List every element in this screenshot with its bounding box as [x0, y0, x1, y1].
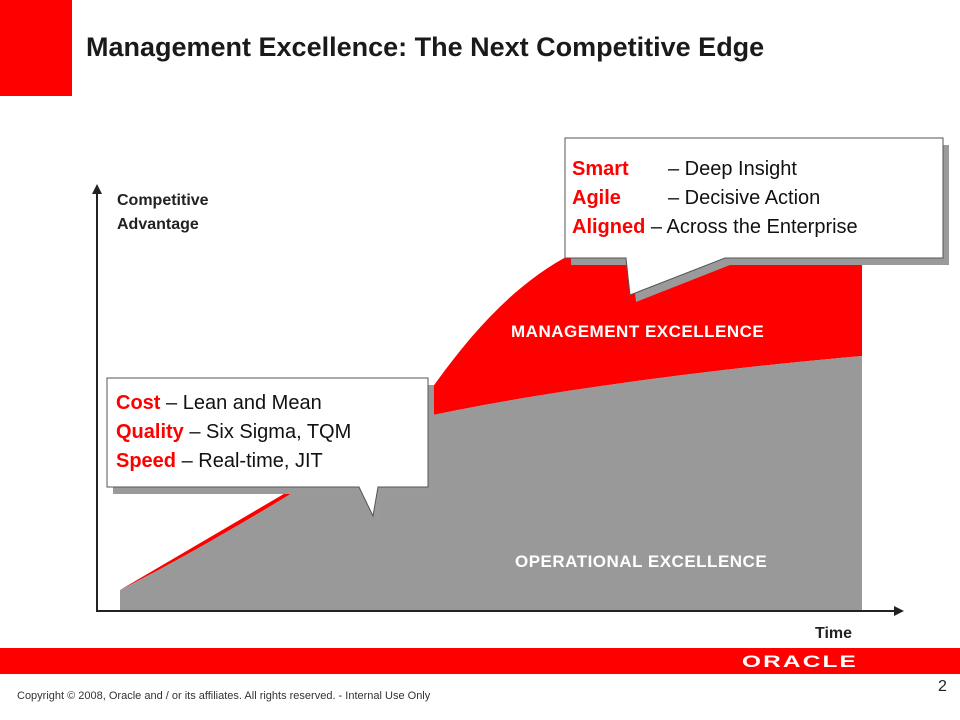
callout-line-cost: Cost – Lean and Mean [116, 389, 351, 418]
callout-desc-cost: – Lean and Mean [166, 392, 322, 414]
x-axis-label: Time [815, 625, 853, 642]
footer-bar [0, 648, 960, 674]
callout-desc-speed: – Real-time, JIT [181, 450, 323, 472]
slide-title: Management Excellence: The Next Competit… [86, 32, 765, 62]
operational-callout-text: Cost – Lean and Mean Quality – Six Sigma… [116, 389, 351, 476]
callout-line-smart: Smart – Deep Insight [572, 155, 858, 184]
operational-callout-shape [106, 377, 434, 523]
management-callout-shape [564, 137, 949, 302]
y-axis-arrow [92, 184, 102, 194]
callout-key-smart: Smart [572, 158, 629, 180]
oracle-logo: ORACLE [742, 653, 858, 669]
operational-excellence-label: OPERATIONAL EXCELLENCE [515, 552, 768, 571]
management-callout-text: Smart – Deep Insight Agile – Decisive Acti… [572, 155, 858, 242]
operational-excellence-area [120, 356, 862, 611]
x-axis-arrow [894, 606, 904, 616]
callout-key-cost: Cost [116, 392, 161, 414]
callout-line-agile: Agile – Decisive Action [572, 184, 858, 213]
callout-line-speed: Speed – Real-time, JIT [116, 447, 351, 476]
callout-desc-agile: – Decisive Action [668, 187, 821, 209]
y-axis-label-line2: Advantage [117, 216, 199, 233]
callout-desc-aligned: – Across the Enterprise [650, 216, 858, 238]
callout-key-agile: Agile [572, 187, 621, 209]
y-axis-label-line1: Competitive [117, 192, 209, 209]
callout-desc-quality: – Six Sigma, TQM [189, 421, 352, 443]
callout-key-aligned: Aligned [572, 216, 646, 238]
callout-key-quality: Quality [116, 421, 184, 443]
callout-line-quality: Quality – Six Sigma, TQM [116, 418, 351, 447]
callout-desc-smart: – Deep Insight [668, 158, 797, 180]
management-excellence-label: MANAGEMENT EXCELLENCE [511, 322, 765, 341]
page-number: 2 [938, 678, 947, 695]
callout-key-speed: Speed [116, 450, 177, 472]
copyright-notice: Copyright © 2008, Oracle and / or its af… [17, 690, 431, 702]
svg-text:ORACLE: ORACLE [742, 653, 858, 669]
callout-line-aligned: Aligned – Across the Enterprise [572, 213, 858, 242]
y-axis-label: Competitive Advantage [117, 189, 209, 237]
management-excellence-area [120, 200, 862, 590]
corner-accent-block [0, 0, 72, 96]
